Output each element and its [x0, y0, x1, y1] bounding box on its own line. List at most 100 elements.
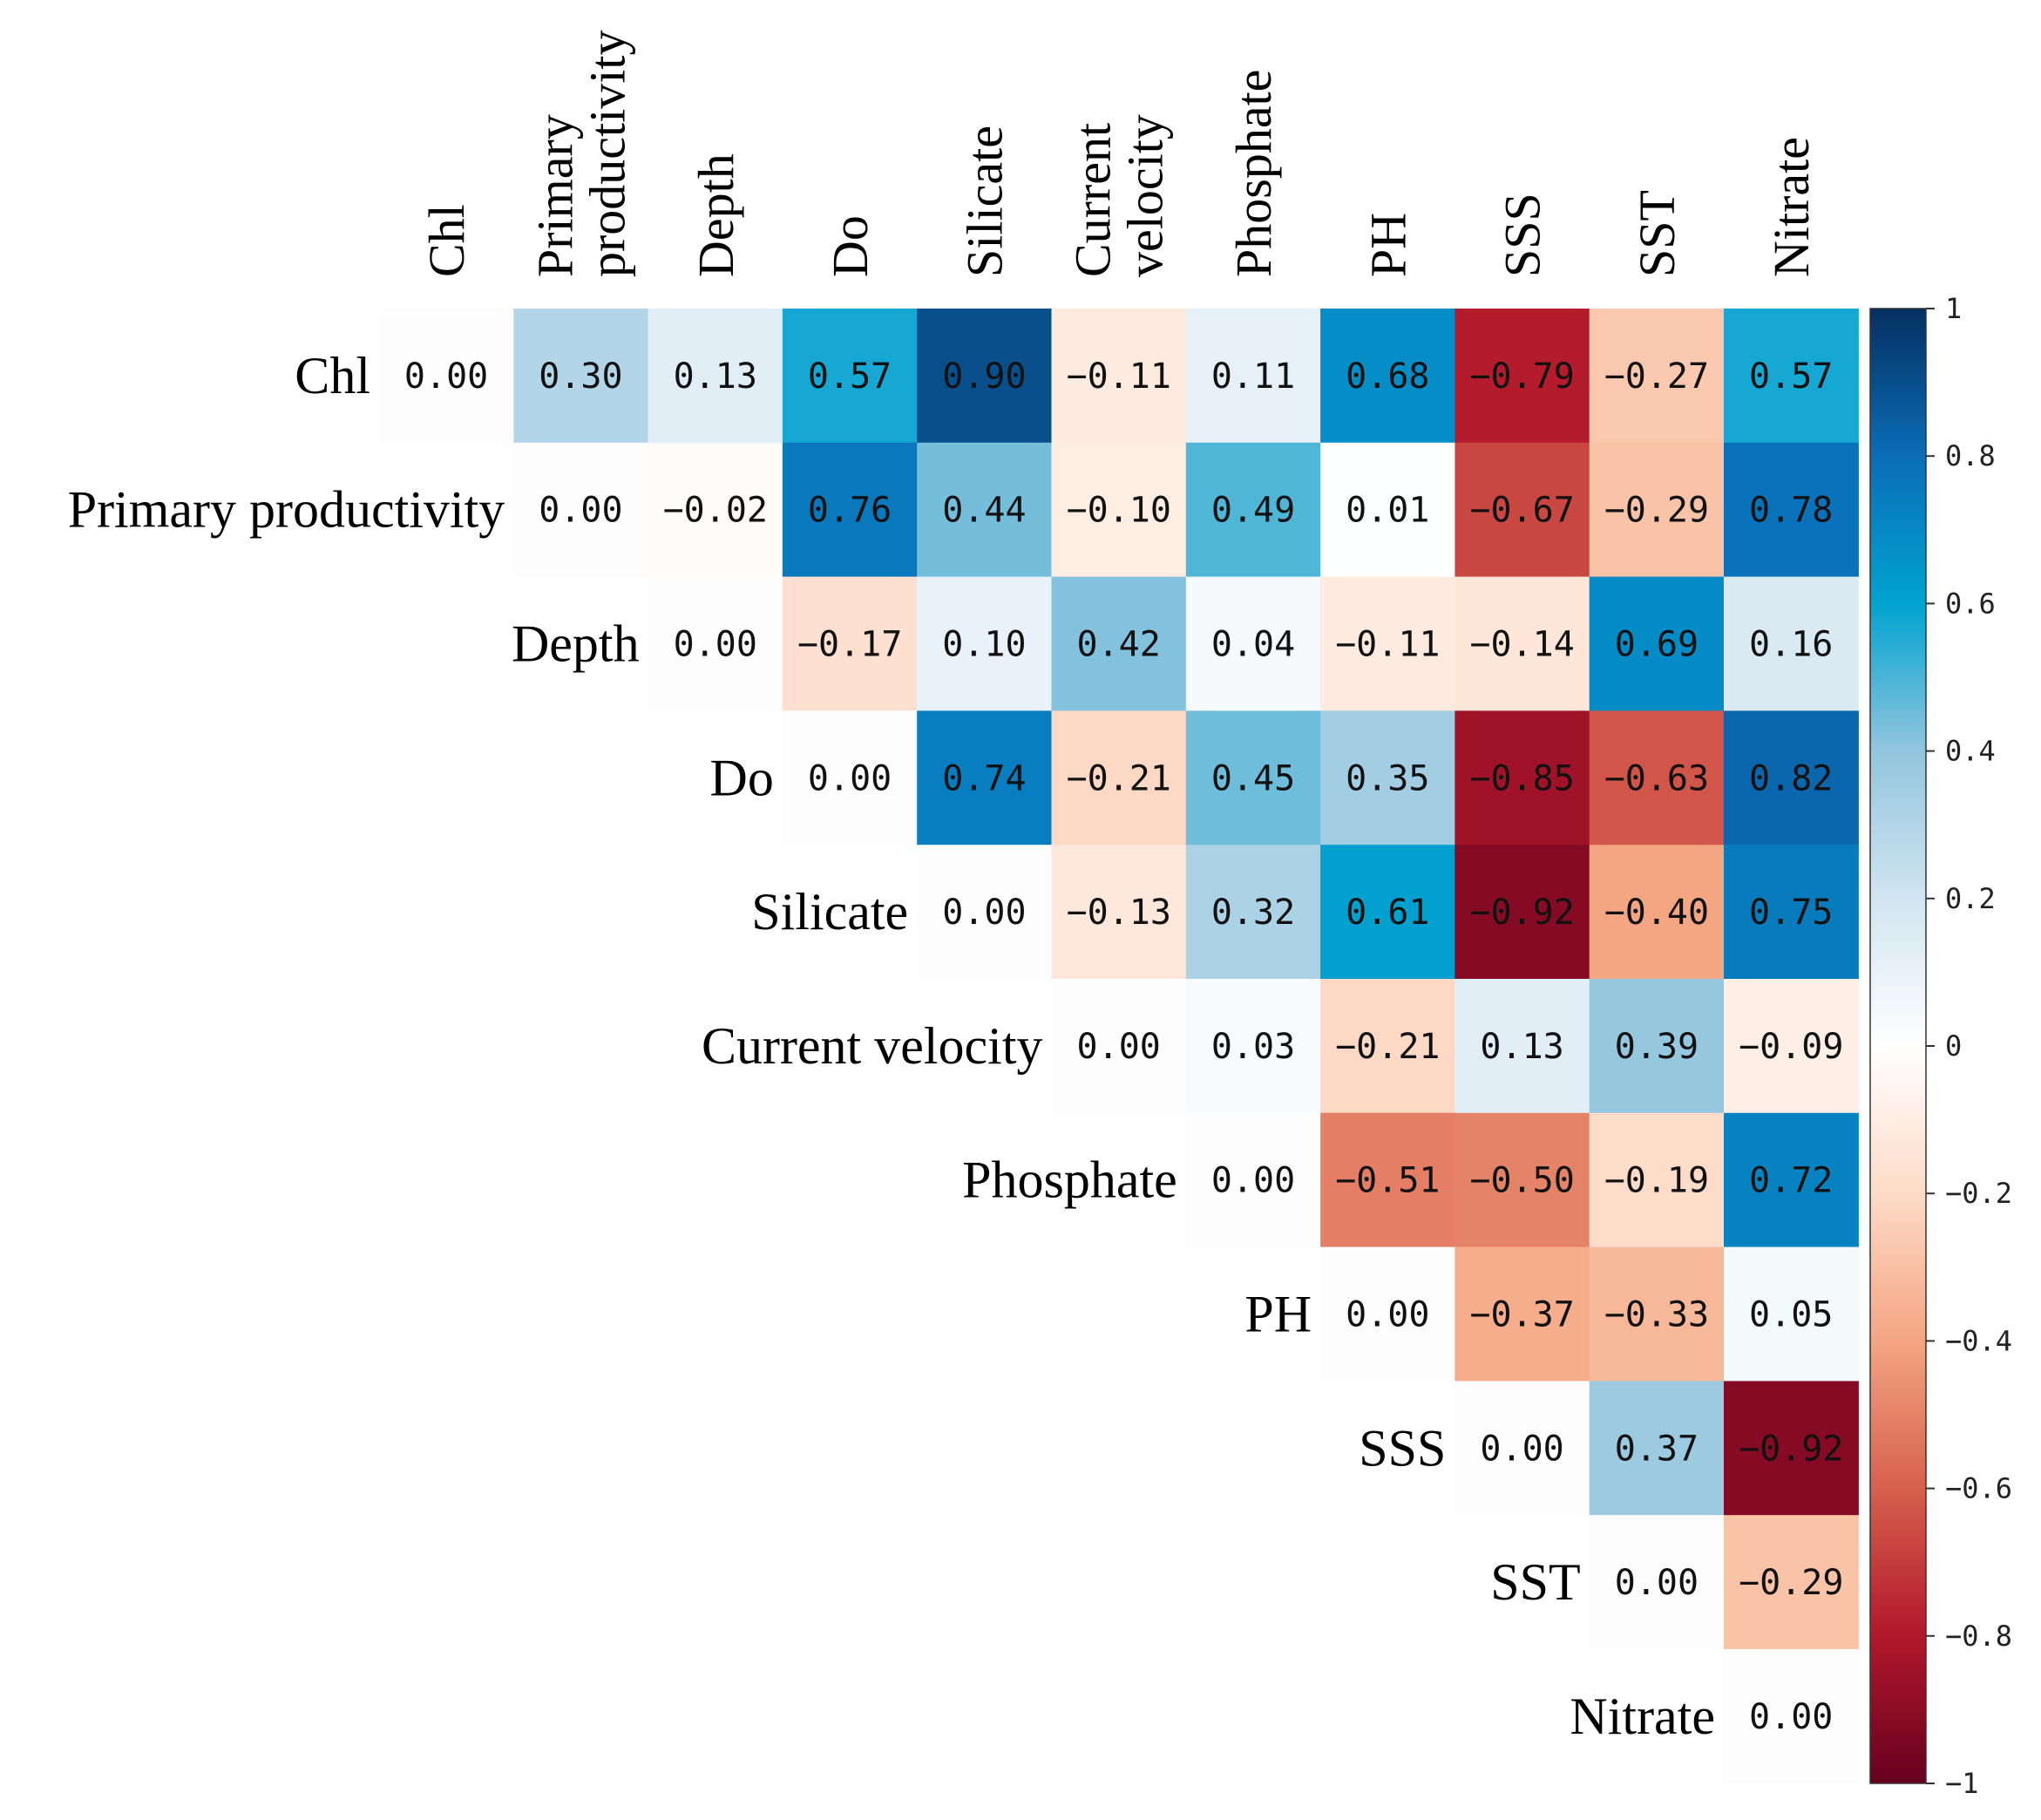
heatmap-cell	[1185, 1112, 1321, 1248]
heatmap-cell	[1724, 979, 1859, 1114]
colorbar-tick-label: −0.6	[1945, 1472, 2012, 1505]
cell-value-label: 0.00	[1211, 1161, 1295, 1201]
cell-value-label: −0.10	[1066, 491, 1170, 531]
cell-value-label: 0.10	[942, 625, 1026, 665]
cell-value-label: −0.33	[1604, 1295, 1709, 1335]
heatmap-cell	[1051, 442, 1187, 578]
cell-value-label: −0.92	[1469, 893, 1574, 933]
heatmap-cell	[1589, 576, 1725, 711]
cell-value-label: 0.00	[942, 893, 1026, 933]
cell-value-label: −0.21	[1066, 758, 1170, 798]
heatmap-cell	[1320, 1112, 1455, 1248]
heatmap-cell	[1589, 1381, 1725, 1516]
cell-value-label: 0.39	[1615, 1027, 1699, 1067]
cell-value-label: 0.05	[1749, 1295, 1833, 1335]
cell-value-label: −0.13	[1066, 893, 1170, 933]
column-label: Do	[822, 215, 878, 277]
heatmap-cell	[1589, 1112, 1725, 1248]
colorbar-tick-label: −0.4	[1945, 1324, 2012, 1357]
cell-value-label: 0.61	[1346, 893, 1429, 933]
cell-value-label: −0.85	[1469, 758, 1574, 798]
cell-value-label: −0.19	[1604, 1161, 1709, 1201]
heatmap-cell	[1320, 710, 1455, 845]
cell-value-label: 0.04	[1211, 625, 1295, 665]
heatmap-cell	[1589, 309, 1725, 444]
column-label: Phosphate	[1225, 70, 1282, 277]
heatmap-cell	[1320, 979, 1455, 1114]
column-label: SST	[1629, 190, 1685, 277]
heatmap-cell	[782, 309, 918, 444]
heatmap-cell	[1185, 309, 1321, 444]
heatmap-cell	[1185, 442, 1321, 578]
cell-value-label: 0.00	[674, 625, 757, 665]
cell-value-label: −0.17	[797, 625, 902, 665]
heatmap-cell	[1320, 309, 1455, 444]
cell-value-label: 0.57	[1749, 357, 1833, 397]
colorbar-tick-label: −0.8	[1945, 1620, 2012, 1653]
heatmap-cell	[1724, 845, 1859, 980]
cell-value-label: 0.75	[1749, 893, 1833, 933]
colorbar-tick-label: 1	[1945, 292, 1962, 325]
column-label: velocity	[1117, 114, 1174, 277]
row-label: Chl	[295, 347, 370, 404]
cell-value-label: 0.72	[1749, 1161, 1833, 1201]
heatmap-cell	[1724, 710, 1859, 845]
heatmap-cell	[1724, 1112, 1859, 1248]
column-label: Nitrate	[1763, 137, 1820, 277]
cell-value-label: −0.37	[1469, 1295, 1574, 1335]
cell-value-label: 0.44	[942, 491, 1026, 531]
cell-value-label: −0.29	[1739, 1563, 1843, 1603]
cell-value-label: 0.00	[539, 491, 622, 531]
cell-value-label: 0.16	[1749, 625, 1833, 665]
cell-value-label: 0.42	[1077, 625, 1161, 665]
heatmap-cell	[513, 442, 649, 578]
cell-value-label: 0.00	[1346, 1295, 1429, 1335]
cell-value-label: 0.00	[808, 758, 892, 798]
heatmap-cell	[1589, 442, 1725, 578]
heatmap-cell	[917, 576, 1053, 711]
heatmap-cell	[648, 309, 783, 444]
cell-value-label: 0.13	[1480, 1027, 1563, 1067]
heatmap-cell	[1589, 710, 1725, 845]
colorbar-ticks: 1 0.8 0.6 0.4 0.2 0 −0.2 −0.4 −0.6 −0.8 −1	[1926, 292, 2012, 1800]
heatmap-cell	[917, 309, 1053, 444]
cell-value-label: −0.29	[1604, 491, 1709, 531]
heatmap-cell	[917, 442, 1053, 578]
cell-value-label: −0.09	[1739, 1027, 1843, 1067]
heatmap-cell	[1724, 576, 1859, 711]
heatmap-cell	[1724, 1649, 1859, 1784]
heatmap-cell	[648, 442, 783, 578]
heatmap-cell	[1454, 1381, 1590, 1516]
cell-value-label: 0.82	[1749, 758, 1833, 798]
cell-value-label: 0.00	[1480, 1429, 1563, 1469]
cell-value-label: 0.00	[404, 357, 488, 397]
cell-value-label: 0.35	[1346, 758, 1429, 798]
row-label: Nitrate	[1570, 1688, 1715, 1745]
heatmap-cell	[1320, 576, 1455, 711]
heatmap-cell	[1185, 845, 1321, 980]
heatmap-cell	[917, 710, 1053, 845]
cell-value-label: 0.90	[942, 357, 1026, 397]
heatmap-cell	[1454, 1112, 1590, 1248]
heatmap-cell	[1454, 1246, 1590, 1382]
heatmap-cell	[1051, 710, 1187, 845]
row-label: Silicate	[751, 883, 908, 941]
heatmap-cell	[1724, 442, 1859, 578]
heatmap-cell	[1724, 1246, 1859, 1382]
cell-value-label: 0.45	[1211, 758, 1295, 798]
colorbar-tick-label: 0.4	[1945, 735, 1996, 768]
heatmap-cells: 0.00 0.30 0.13 0.57 0.90 −0.11 0.11 0.68 −0.79 −0…	[379, 309, 1859, 1784]
cell-value-label: 0.13	[674, 357, 757, 397]
heatmap-cell	[1051, 576, 1187, 711]
heatmap-cell	[1454, 979, 1590, 1114]
cell-value-label: −0.02	[663, 491, 768, 531]
heatmap-cell	[1051, 845, 1187, 980]
cell-value-label: −0.14	[1469, 625, 1574, 665]
cell-value-label: 0.32	[1211, 893, 1295, 933]
cell-value-label: 0.74	[942, 758, 1026, 798]
heatmap-cell	[1589, 845, 1725, 980]
cell-value-label: −0.79	[1469, 357, 1574, 397]
heatmap-cell	[1185, 710, 1321, 845]
cell-value-label: 0.30	[539, 357, 622, 397]
